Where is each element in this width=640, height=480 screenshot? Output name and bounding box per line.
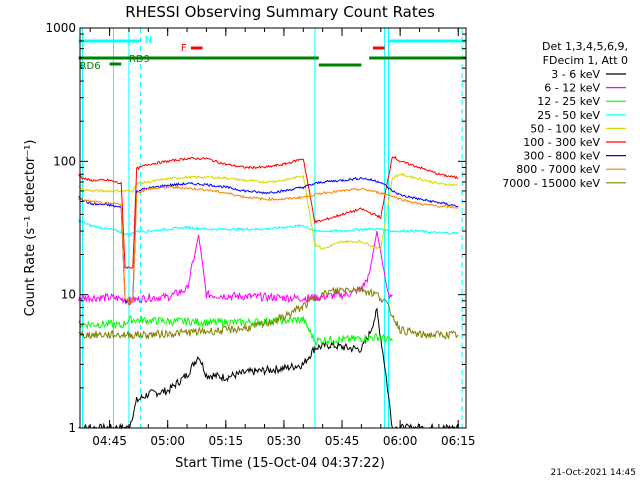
legend-entry-label: 50 - 100 keV bbox=[530, 122, 600, 135]
annotation-label-5: RD6 bbox=[80, 61, 101, 72]
x-tick-label: 06:15 bbox=[441, 434, 476, 448]
series-line-8 bbox=[78, 285, 459, 340]
x-tick-label: 05:45 bbox=[325, 434, 360, 448]
series-line-2 bbox=[78, 314, 393, 347]
legend-entry-label: 100 - 300 keV bbox=[523, 136, 600, 149]
legend-entry-label: 300 - 800 keV bbox=[523, 150, 600, 163]
y-tick-label: 10 bbox=[61, 288, 76, 302]
y-tick-label: 1 bbox=[68, 421, 76, 435]
x-axis: 04:45 05:00 05:15 05:30 05:45 06:00 06:15 bbox=[89, 28, 476, 448]
y-axis: 1 10 100 1000 bbox=[45, 21, 466, 435]
legend-entry-label: 12 - 25 keV bbox=[537, 95, 600, 108]
chart-title: RHESSI Observing Summary Count Rates bbox=[125, 3, 435, 21]
y-tick-label: 100 bbox=[53, 154, 76, 168]
series-line-7 bbox=[78, 185, 459, 307]
plot-frame bbox=[79, 27, 467, 429]
legend: Det 1,3,4,5,6,9,FDecim 1, Att 03 - 6 keV… bbox=[502, 40, 628, 190]
legend-header-line: Det 1,3,4,5,6,9, bbox=[542, 40, 628, 53]
x-tick-label: 06:00 bbox=[383, 434, 418, 448]
legend-entry-label: 6 - 12 keV bbox=[544, 82, 600, 95]
legend-entry-label: 25 - 50 keV bbox=[537, 109, 600, 122]
series-line-3 bbox=[78, 219, 459, 238]
legend-entry-label: 3 - 6 keV bbox=[551, 68, 600, 81]
legend-entry-label: 800 - 7000 keV bbox=[516, 163, 600, 176]
x-axis-label: Start Time (15-Oct-04 04:37:22) bbox=[175, 456, 385, 471]
footer-timestamp: 21-Oct-2021 14:45 bbox=[551, 468, 636, 478]
legend-entry-label: 7000 - 15000 keV bbox=[502, 177, 600, 190]
series-line-1 bbox=[78, 231, 393, 307]
plot-area: N F RD9 RD6 bbox=[78, 28, 466, 430]
annotation-label-2: F bbox=[181, 43, 187, 54]
annotation-label-4: RD9 bbox=[129, 54, 150, 65]
series-line-5 bbox=[78, 155, 459, 270]
x-tick-label: 04:45 bbox=[92, 434, 127, 448]
x-tick-label: 05:00 bbox=[150, 434, 185, 448]
y-tick-label: 1000 bbox=[45, 21, 76, 35]
series-line-4 bbox=[78, 172, 459, 251]
series-line-6 bbox=[78, 176, 459, 305]
x-tick-label: 05:15 bbox=[209, 434, 244, 448]
series-line-0 bbox=[78, 307, 459, 430]
annotation-label-0: N bbox=[145, 35, 152, 46]
y-axis-label: Count Rate (s⁻¹ detector⁻¹) bbox=[23, 140, 38, 317]
x-tick-label: 05:30 bbox=[267, 434, 302, 448]
legend-header-line: FDecim 1, Att 0 bbox=[543, 54, 628, 67]
